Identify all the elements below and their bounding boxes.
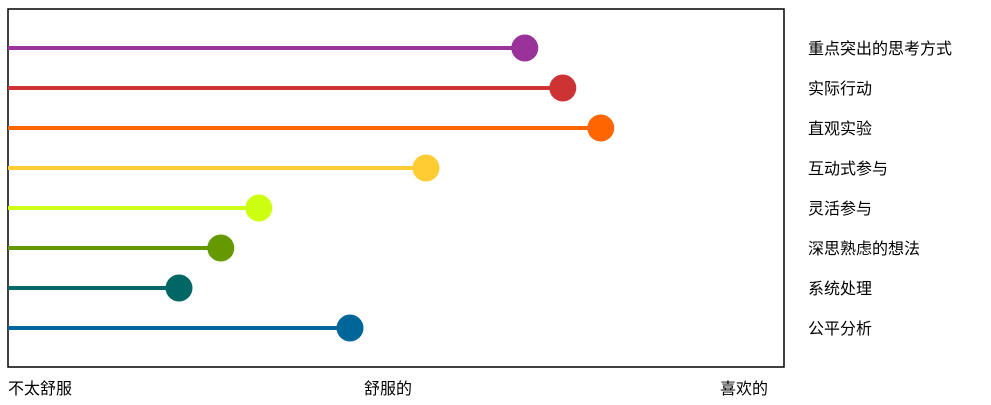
legend-label: 公平分析 [808, 319, 872, 338]
x-tick-label: 不太舒服 [8, 379, 72, 398]
legend-label: 系统处理 [808, 279, 872, 298]
x-tick-labels: 不太舒服 舒服的 喜欢的 [8, 379, 768, 398]
legend-label: 直观实验 [808, 119, 872, 138]
stems-group [8, 46, 601, 330]
lollipop-dot [207, 234, 235, 262]
x-tick-label: 喜欢的 [720, 379, 768, 398]
legend: 重点突出的思考方式实际行动直观实验互动式参与灵活参与深思熟虑的想法系统处理公平分… [808, 39, 952, 338]
legend-label: 深思熟虑的想法 [808, 239, 920, 258]
x-tick-label: 舒服的 [364, 379, 412, 398]
lollipop-dot [549, 74, 577, 102]
lollipop-dot [511, 34, 539, 62]
legend-label: 实际行动 [808, 79, 872, 98]
lollipop-dot [245, 194, 273, 222]
lollipop-dot [587, 114, 615, 142]
lollipop-dot [412, 154, 440, 182]
lollipop-dot [165, 274, 193, 302]
legend-label: 重点突出的思考方式 [808, 39, 952, 58]
lollipop-dot [336, 314, 364, 342]
plot-frame [7, 8, 785, 368]
dots-group [165, 34, 615, 342]
legend-label: 互动式参与 [808, 159, 888, 178]
legend-label: 灵活参与 [808, 199, 872, 218]
